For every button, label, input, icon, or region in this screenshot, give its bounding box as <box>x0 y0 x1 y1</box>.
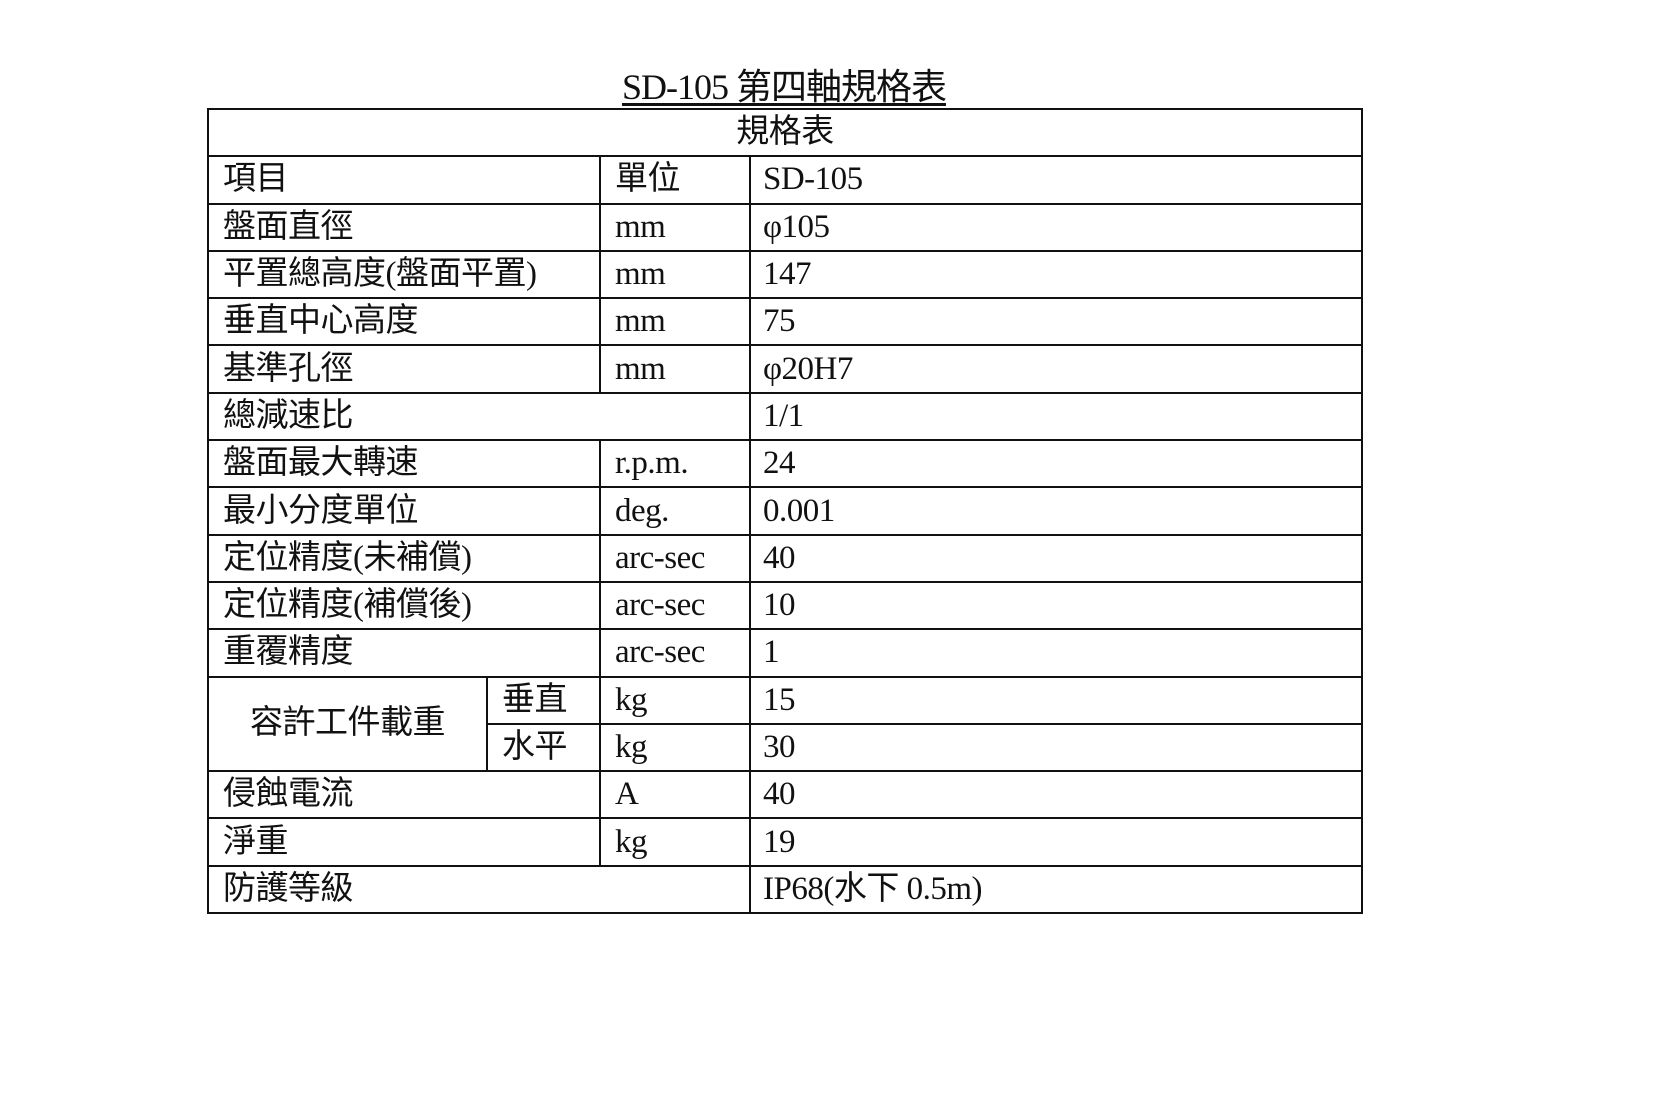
unit-cell: mm <box>599 249 751 300</box>
unit-cell: arc-sec <box>599 533 751 583</box>
table-row: 定位精度(未補償) arc-sec 40 <box>207 533 1363 583</box>
value-cell: 30 <box>749 722 1363 773</box>
table-row: 定位精度(補償後) arc-sec 10 <box>207 580 1363 631</box>
table-row: 侵蝕電流 A 40 <box>207 770 1363 820</box>
unit-cell: deg. <box>599 486 751 536</box>
item-cell: 定位精度(未補償) <box>207 533 601 583</box>
item-cell: 淨重 <box>207 817 601 867</box>
value-cell: 40 <box>749 533 1363 583</box>
item-cell: 盤面直徑 <box>207 202 601 252</box>
item-cell: 垂直中心高度 <box>207 297 601 347</box>
unit-cell: mm <box>599 202 751 252</box>
load-vertical-label: 垂直 <box>486 675 601 725</box>
value-cell: 19 <box>749 817 1363 867</box>
item-cell: 侵蝕電流 <box>207 770 601 820</box>
value-cell: 15 <box>749 675 1363 725</box>
table-caption: 規格表 <box>207 107 1363 158</box>
item-cell: 定位精度(補償後) <box>207 580 601 631</box>
value-cell: 147 <box>749 249 1363 300</box>
value-cell: 24 <box>749 439 1363 489</box>
unit-cell: kg <box>599 817 751 867</box>
table-row: 容許工件載重 垂直 kg 15 <box>207 675 1363 773</box>
item-cell: 盤面最大轉速 <box>207 439 601 489</box>
load-item-cell: 容許工件載重 <box>207 675 488 773</box>
unit-cell: kg <box>599 722 751 773</box>
item-cell: 最小分度單位 <box>207 486 601 536</box>
table-row: 淨重 kg 19 <box>207 817 1363 867</box>
table-row: 防護等級 IP68(水下 0.5m) <box>207 864 1363 915</box>
table-row: 基準孔徑 mm φ20H7 <box>207 344 1363 394</box>
value-cell: IP68(水下 0.5m) <box>749 864 1363 915</box>
table-row: 盤面直徑 mm φ105 <box>207 202 1363 252</box>
table-row: 最小分度單位 deg. 0.001 <box>207 486 1363 536</box>
header-model: SD-105 <box>749 155 1363 205</box>
value-cell: 1/1 <box>749 391 1363 442</box>
value-cell: 0.001 <box>749 486 1363 536</box>
unit-cell: mm <box>599 344 751 394</box>
unit-cell: arc-sec <box>599 580 751 631</box>
load-horizontal-label: 水平 <box>486 722 601 773</box>
value-cell: φ20H7 <box>749 344 1363 394</box>
item-cell: 總減速比 <box>207 391 751 442</box>
header-item: 項目 <box>207 155 601 205</box>
table-row: 水平 kg 30 <box>208 722 1363 773</box>
table-row: 垂直中心高度 mm 75 <box>207 297 1363 347</box>
unit-cell: A <box>599 770 751 820</box>
header-row: 項目 單位 SD-105 <box>207 155 1363 205</box>
value-cell: 10 <box>749 580 1363 631</box>
table-row: 盤面最大轉速 r.p.m. 24 <box>207 439 1363 489</box>
table-row: 重覆精度 arc-sec 1 <box>207 628 1363 678</box>
table-caption-row: 規格表 <box>207 107 1363 158</box>
item-cell: 平置總高度(盤面平置) <box>207 249 601 300</box>
unit-cell: kg <box>599 675 751 725</box>
item-cell: 基準孔徑 <box>207 344 601 394</box>
value-cell: 75 <box>749 297 1363 347</box>
unit-cell: mm <box>599 297 751 347</box>
table-row: 平置總高度(盤面平置) mm 147 <box>207 249 1363 300</box>
item-cell: 防護等級 <box>207 864 751 915</box>
value-cell: 40 <box>749 770 1363 820</box>
header-unit: 單位 <box>599 155 751 205</box>
item-cell: 重覆精度 <box>207 628 601 678</box>
unit-cell: arc-sec <box>599 628 751 678</box>
document-title: SD-105 第四軸規格表 <box>621 67 947 107</box>
table-row: 總減速比 1/1 <box>207 391 1363 442</box>
unit-cell: r.p.m. <box>599 439 751 489</box>
value-cell: φ105 <box>749 202 1363 252</box>
spec-table: 規格表 項目 單位 SD-105 盤面直徑 mm φ105 平置總高度(盤面平置) m… <box>207 107 1363 915</box>
value-cell: 1 <box>749 628 1363 678</box>
